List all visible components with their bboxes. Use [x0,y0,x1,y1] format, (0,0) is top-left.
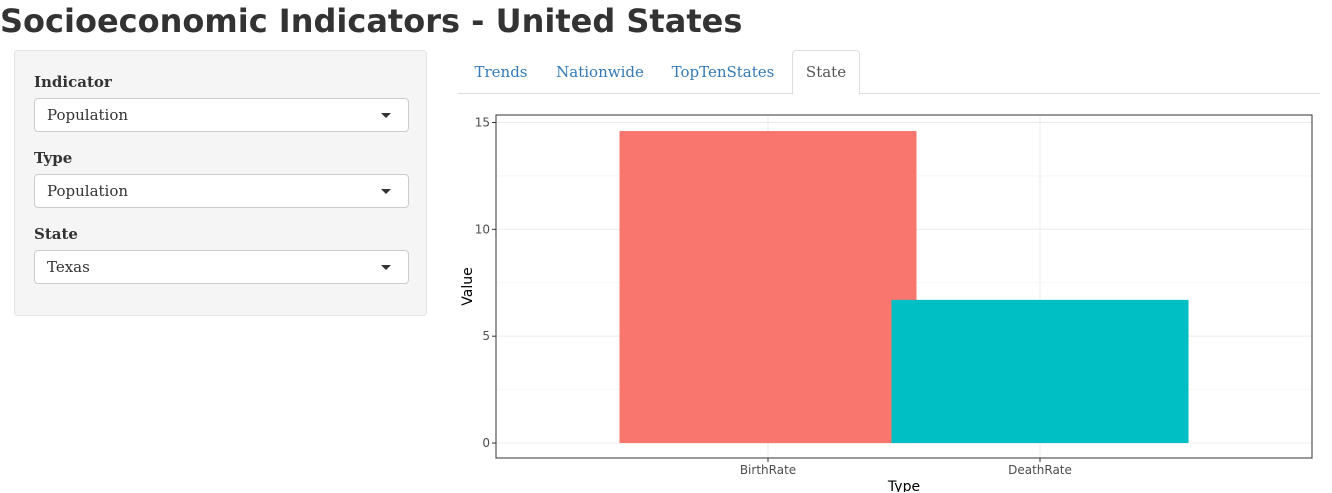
state-label: State [34,225,78,243]
state-select-value: Texas [47,258,90,276]
type-select[interactable]: Population [34,174,409,208]
indicator-select-value: Population [47,106,128,124]
tab-bar: Trends Nationwide TopTenStates State [458,50,1320,94]
y-tick-label: 0 [482,436,490,450]
type-select-value: Population [47,182,128,200]
state-select[interactable]: Texas [34,250,409,284]
y-axis-title: Value [460,267,476,305]
y-tick-label: 15 [475,115,490,129]
bar-birthrate [619,131,916,443]
chart-bars [619,131,1188,443]
chevron-down-icon [381,113,391,118]
tab-toptenstates[interactable]: TopTenStates [656,50,790,94]
chevron-down-icon [381,189,391,194]
tab-state[interactable]: State [792,50,860,95]
sidebar-panel: Indicator Population Type Population Sta… [14,50,427,316]
x-tick-label: BirthRate [740,463,796,477]
indicator-select[interactable]: Population [34,98,409,132]
type-label: Type [34,149,72,167]
tab-nationwide[interactable]: Nationwide [544,50,656,94]
chevron-down-icon [381,265,391,270]
indicator-label: Indicator [34,73,112,91]
x-axis-title: Type [887,479,920,492]
y-axis: 0 5 10 15 [475,115,496,450]
tab-trends[interactable]: Trends [458,50,544,94]
y-tick-label: 10 [475,222,490,236]
bar-deathrate [891,300,1188,443]
x-axis: BirthRate DeathRate [740,458,1072,477]
state-bar-chart: 0 5 10 15 BirthRate DeathRate Value Type [458,100,1320,492]
y-tick-label: 5 [482,329,490,343]
x-tick-label: DeathRate [1008,463,1072,477]
page-title: Socioeconomic Indicators - United States [0,0,742,42]
